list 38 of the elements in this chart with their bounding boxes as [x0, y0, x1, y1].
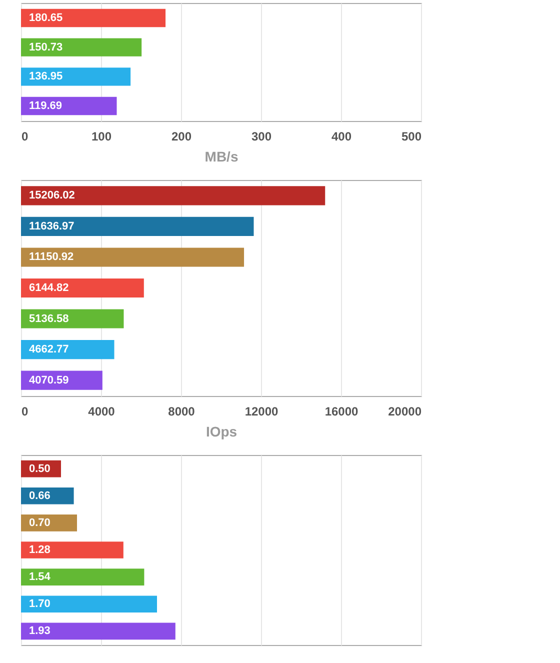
data-label: 4662.77	[29, 344, 69, 356]
x-tick-label: 100	[91, 130, 112, 144]
data-label: 1.28	[29, 544, 50, 556]
x-tick-label: 8000	[168, 404, 196, 418]
data-label: 4070.59	[29, 374, 69, 386]
bar	[21, 542, 124, 558]
data-label: 6144.82	[29, 282, 69, 294]
data-label: 0.50	[29, 462, 50, 475]
data-label: 0.66	[29, 490, 50, 502]
x-tick-label: 300	[251, 130, 272, 144]
x-tick-label: 16000	[324, 404, 359, 418]
data-label: 5136.58	[29, 312, 69, 325]
data-label: 11636.97	[29, 220, 74, 232]
bar	[21, 514, 77, 532]
bar	[21, 596, 157, 613]
x-axis-title: MB/s	[204, 148, 238, 164]
x-tick-label: 500	[401, 130, 422, 144]
bar	[21, 622, 176, 640]
data-label: 180.65	[29, 12, 63, 24]
data-label: 1.70	[29, 598, 50, 610]
x-tick-label: 0	[22, 404, 28, 418]
data-label: 1.93	[29, 625, 50, 638]
data-label: 11150.92	[29, 251, 74, 264]
data-label: 150.73	[29, 41, 63, 54]
x-axis-title: IOps	[206, 424, 238, 440]
data-label: 136.95	[29, 70, 63, 83]
x-tick-label: 12000	[244, 404, 279, 418]
x-tick-label: 20000	[388, 404, 422, 418]
bar	[21, 568, 144, 586]
data-label: 1.54	[29, 571, 52, 584]
x-tick-label: 200	[171, 130, 192, 144]
data-label: 0.70	[29, 516, 50, 529]
bar	[21, 487, 74, 504]
data-label: 119.69	[29, 100, 62, 112]
data-label: 15206.02	[29, 190, 75, 202]
x-tick-label: 4000	[88, 404, 116, 418]
x-tick-label: 0	[22, 130, 28, 144]
x-tick-label: 400	[331, 130, 352, 144]
